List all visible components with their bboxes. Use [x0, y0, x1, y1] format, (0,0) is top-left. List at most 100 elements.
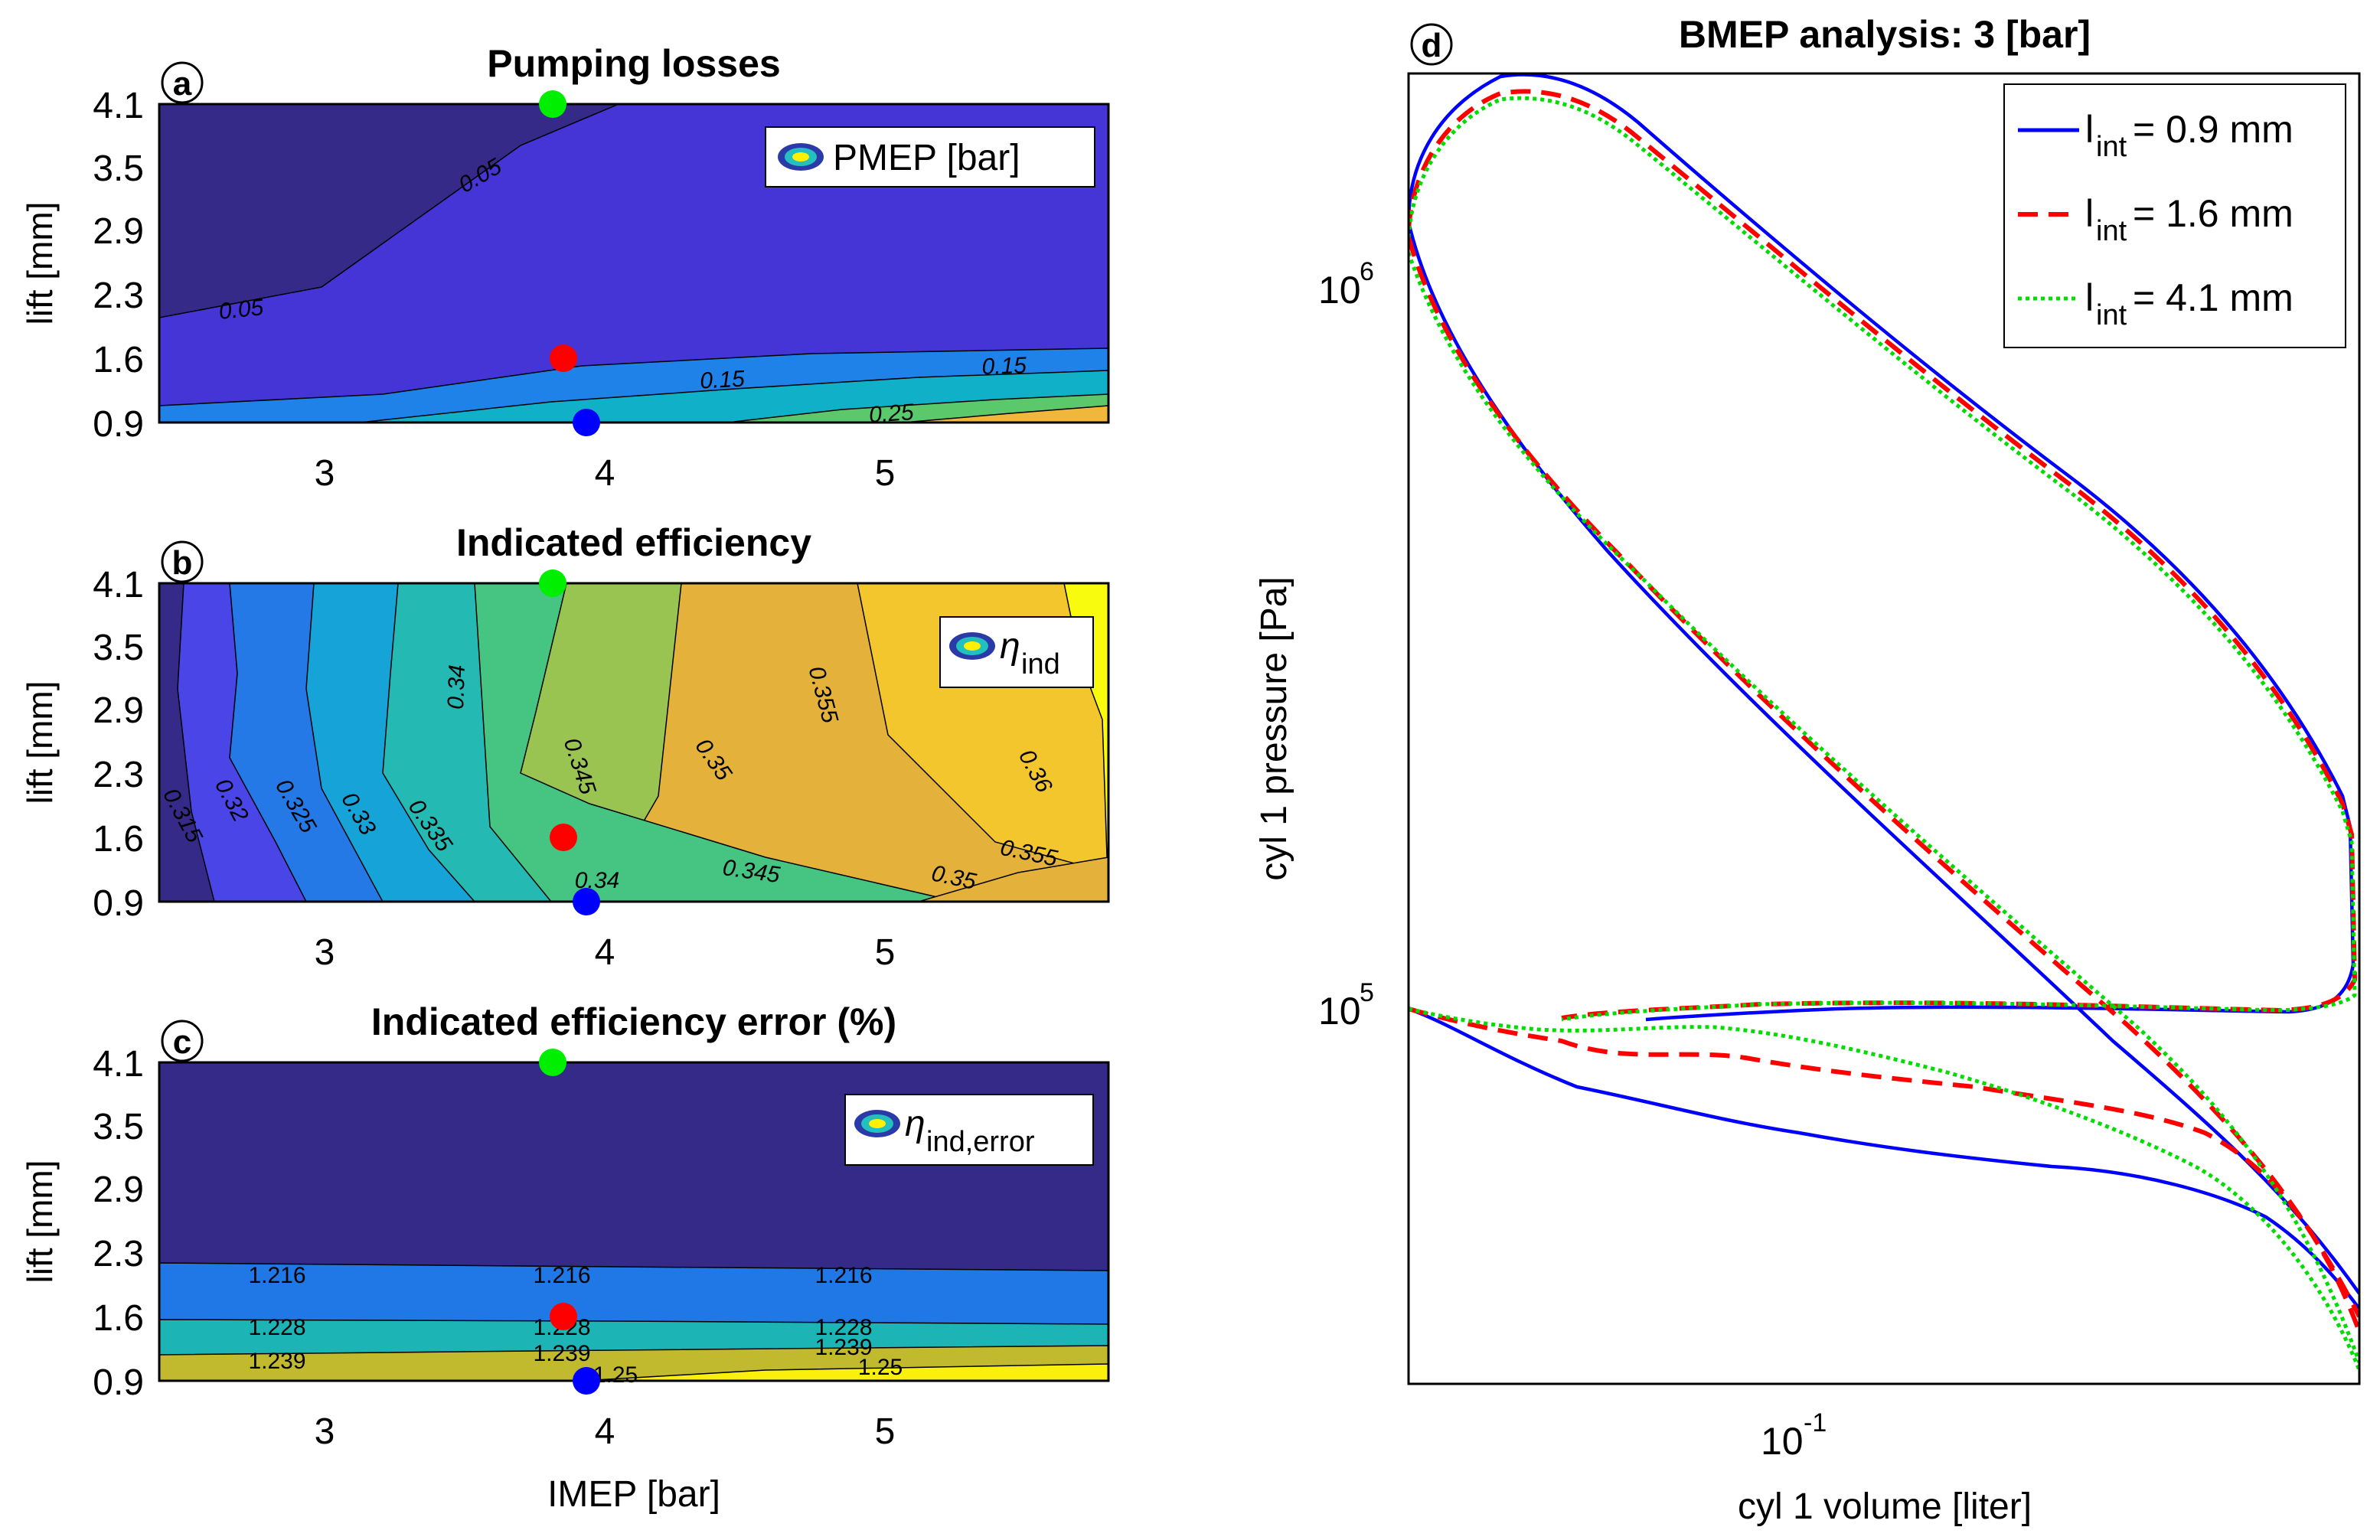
x-tick-label: -1 [1804, 1408, 1827, 1437]
legend-name: l [2085, 192, 2094, 235]
panel-d-yticks: 10 6 10 5 [1318, 257, 1374, 1033]
panel-a-badge: a [161, 61, 204, 104]
panel-c-xlabel: IMEP [bar] [547, 1474, 720, 1515]
panel-a-fill-level-1 [159, 104, 619, 318]
panel-b-xticks: 3 4 5 [315, 932, 896, 973]
y-tick-label: 4.1 [93, 86, 144, 126]
panel-c-legend-symbol: η [905, 1104, 926, 1144]
panel-d-axes-box [1407, 72, 2361, 1385]
panel-c: 1.216 1.216 1.216 1.228 1.228 1.228 1.23… [20, 1000, 1110, 1515]
panel-c-marker-blue [573, 1367, 600, 1395]
legend-label: = 4.1 mm [2133, 276, 2293, 319]
panel-c-axes-box [158, 1061, 1110, 1382]
panel-a-contour-label: 0.05 [217, 295, 265, 325]
panel-b-title: Indicated efficiency [456, 521, 811, 564]
panel-c-contour-labels: 1.216 1.216 1.216 1.228 1.228 1.228 1.23… [248, 1263, 903, 1388]
panel-d: l int = 0.9 mm l int = 1.6 mm l int = 4.… [1254, 13, 2361, 1527]
y-tick-label: 3.5 [93, 628, 144, 668]
legend-sub: int [2096, 299, 2127, 331]
series-line-4.1mm [1409, 96, 2359, 1371]
y-tick-label: 2.3 [93, 1234, 144, 1274]
panel-d-xlabel: cyl 1 volume [liter] [1738, 1486, 2032, 1527]
panel-b-ylabel: lift [mm] [20, 681, 60, 804]
panel-a-legend-text: PMEP [bar] [833, 138, 1020, 178]
legend-name: l [2085, 276, 2094, 319]
panel-b-contour-fills [159, 583, 1108, 902]
panel-c-ylabel: lift [mm] [20, 1160, 60, 1284]
y-tick-label: 4.1 [93, 565, 144, 605]
x-tick-label: 4 [595, 932, 615, 973]
panel-b-yticks: 0.9 1.6 2.3 2.9 3.5 4.1 [93, 565, 144, 924]
y-tick-label: 4.1 [93, 1044, 144, 1085]
panel-a-marker-blue [573, 409, 600, 436]
panel-c-marker-green [539, 1049, 566, 1076]
y-tick-label: 2.3 [93, 276, 144, 316]
panel-a-contour-label: 0.15 [699, 366, 745, 393]
panel-b-legend-symbol: η [1000, 626, 1020, 667]
panel-a-marker-green [539, 90, 566, 118]
panel-c-contour-label: 1.239 [533, 1341, 590, 1366]
panel-d-label: d [1422, 27, 1442, 64]
panel-b-legend: η ind [939, 616, 1094, 688]
y-tick-label: 3.5 [93, 1107, 144, 1147]
panel-b-contour-label: 0.34 [443, 664, 470, 710]
x-tick-label: 4 [595, 1411, 615, 1452]
panel-a-marker-red [550, 344, 577, 372]
x-tick-label: 3 [315, 1411, 335, 1452]
x-tick-label: 4 [595, 453, 615, 494]
x-tick-label: 3 [315, 932, 335, 973]
panel-b-axes-box [158, 582, 1110, 903]
y-tick-label: 2.3 [93, 755, 144, 795]
panel-c-xticks: 3 4 5 [315, 1411, 896, 1452]
y-tick-label: 0.9 [93, 883, 144, 924]
panel-c-contour-label: 1.228 [815, 1315, 872, 1340]
panel-c-marker-red [550, 1303, 577, 1330]
panel-c-contour-label: 1.239 [815, 1335, 872, 1360]
y-tick-label: 0.9 [93, 1362, 144, 1403]
panel-d-series [1409, 73, 2359, 1371]
panel-c-title: Indicated efficiency error (%) [371, 1000, 896, 1043]
y-tick-label: 1.6 [93, 819, 144, 860]
panel-c-label: c [173, 1023, 191, 1061]
legend-name: l [2085, 108, 2094, 151]
panel-a-label: a [173, 65, 192, 103]
series-line-1.6mm [1409, 89, 2359, 1333]
y-tick-label: 5 [1360, 978, 1374, 1007]
x-tick-label: 10 [1761, 1420, 1804, 1463]
y-tick-label: 0.9 [93, 404, 144, 445]
panel-c-contour-label: 1.239 [248, 1349, 305, 1374]
x-tick-label: 5 [875, 1411, 896, 1452]
panel-d-xticks: 10 -1 [1761, 1408, 1827, 1463]
panel-c-yticks: 0.9 1.6 2.3 2.9 3.5 4.1 [93, 1044, 144, 1403]
panel-d-title: BMEP analysis: 3 [bar] [1679, 13, 2091, 56]
panel-a-legend: PMEP [bar] [765, 126, 1095, 188]
panel-c-contour-label: 1.216 [815, 1263, 872, 1288]
x-tick-label: 5 [875, 932, 896, 973]
panel-a-title: Pumping losses [487, 42, 780, 85]
panel-a: 0.05 0.05 0.15 0.15 0.25 PMEP [bar] Pump… [20, 42, 1110, 494]
panel-a-ylabel: lift [mm] [20, 202, 60, 325]
panel-a-yticks: 0.9 1.6 2.3 2.9 3.5 4.1 [93, 86, 144, 445]
panel-a-contour-label: 0.15 [981, 353, 1027, 380]
y-tick-label: 2.9 [93, 690, 144, 731]
panel-c-contour-label: 1.228 [248, 1315, 305, 1340]
panel-c-legend-sub: ind,error [926, 1126, 1035, 1158]
panel-c-badge: c [161, 1020, 204, 1062]
panel-a-xticks: 3 4 5 [315, 453, 896, 494]
panel-c-fill-level-5 [581, 1363, 1108, 1381]
panel-b-badge: b [161, 540, 204, 583]
panel-a-markers [539, 90, 600, 436]
panel-d-ylabel: cyl 1 pressure [Pa] [1254, 576, 1294, 881]
y-tick-label: 3.5 [93, 148, 144, 189]
panel-c-markers [539, 1049, 600, 1395]
legend-label: = 1.6 mm [2133, 192, 2293, 235]
y-tick-label: 1.6 [93, 340, 144, 380]
panel-b-marker-blue [573, 888, 600, 915]
y-tick-label: 10 [1318, 269, 1361, 312]
panel-a-axes-box [158, 103, 1110, 424]
panel-d-badge: d [1410, 23, 1453, 66]
panel-c-contour-label: 1.216 [248, 1263, 305, 1288]
y-tick-label: 1.6 [93, 1298, 144, 1339]
panel-b: 0.315 0.32 0.325 0.33 0.335 0.34 0.345 0… [20, 521, 1110, 973]
